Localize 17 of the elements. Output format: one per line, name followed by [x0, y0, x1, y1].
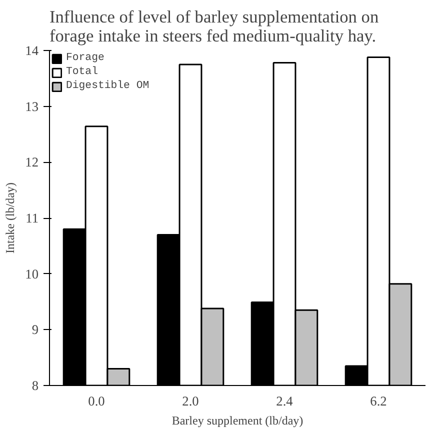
y-axis-title: Intake (lb/day) — [3, 182, 18, 254]
x-tick-label: 6.2 — [370, 394, 387, 408]
y-tick-label: 14 — [25, 43, 39, 58]
y-tick-label: 9 — [32, 322, 39, 338]
legend-label: Total — [66, 66, 98, 78]
x-tick-label: 0.0 — [88, 394, 106, 408]
y-tick-label: 13 — [25, 98, 39, 114]
legend-label: Forage — [66, 52, 104, 64]
y-tick-label: 12 — [25, 154, 38, 170]
x-axis-title: Barley supplement (lb/day) — [172, 414, 304, 428]
x-tick-label: 2.4 — [276, 394, 294, 408]
y-tick-label: 8 — [32, 378, 39, 393]
y-tick-label: 10 — [25, 266, 39, 282]
x-tick-label: 2.0 — [182, 394, 200, 408]
chart-title: Influence of level of barley supplementation on forage intake in steers fed medium-quality hay. — [50, 8, 379, 46]
legend-label: Digestible OM — [66, 80, 150, 92]
y-tick-label: 11 — [26, 210, 39, 226]
